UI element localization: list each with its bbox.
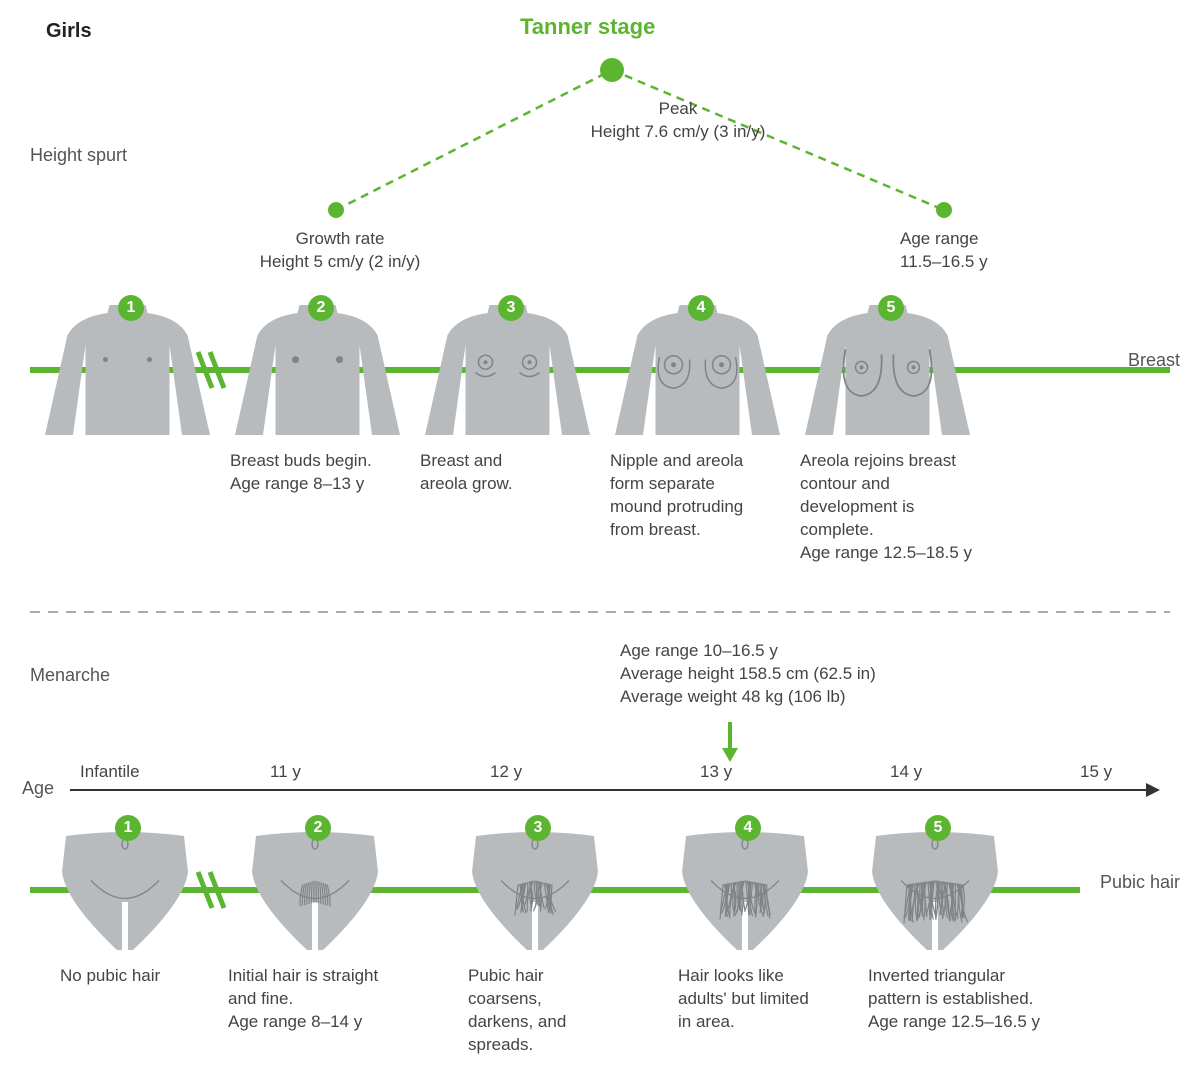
pubic-badge-4: 4 [735,815,761,841]
pubic-desc-2: Initial hair is straightand fine.Age ran… [228,965,423,1034]
pubic-badge-3: 3 [525,815,551,841]
pubic-desc-5: Inverted triangularpattern is establishe… [868,965,1063,1034]
pubic-badge-1: 1 [115,815,141,841]
pubic-desc-1: No pubic hair [60,965,255,988]
pubic-badge-5: 5 [925,815,951,841]
pubic-desc-3: Pubic haircoarsens,darkens, andspreads. [468,965,663,1057]
pubic-desc-4: Hair looks likeadults' but limitedin are… [678,965,873,1034]
pubic-badge-2: 2 [305,815,331,841]
pubic-row-label: Pubic hair [1100,872,1180,893]
